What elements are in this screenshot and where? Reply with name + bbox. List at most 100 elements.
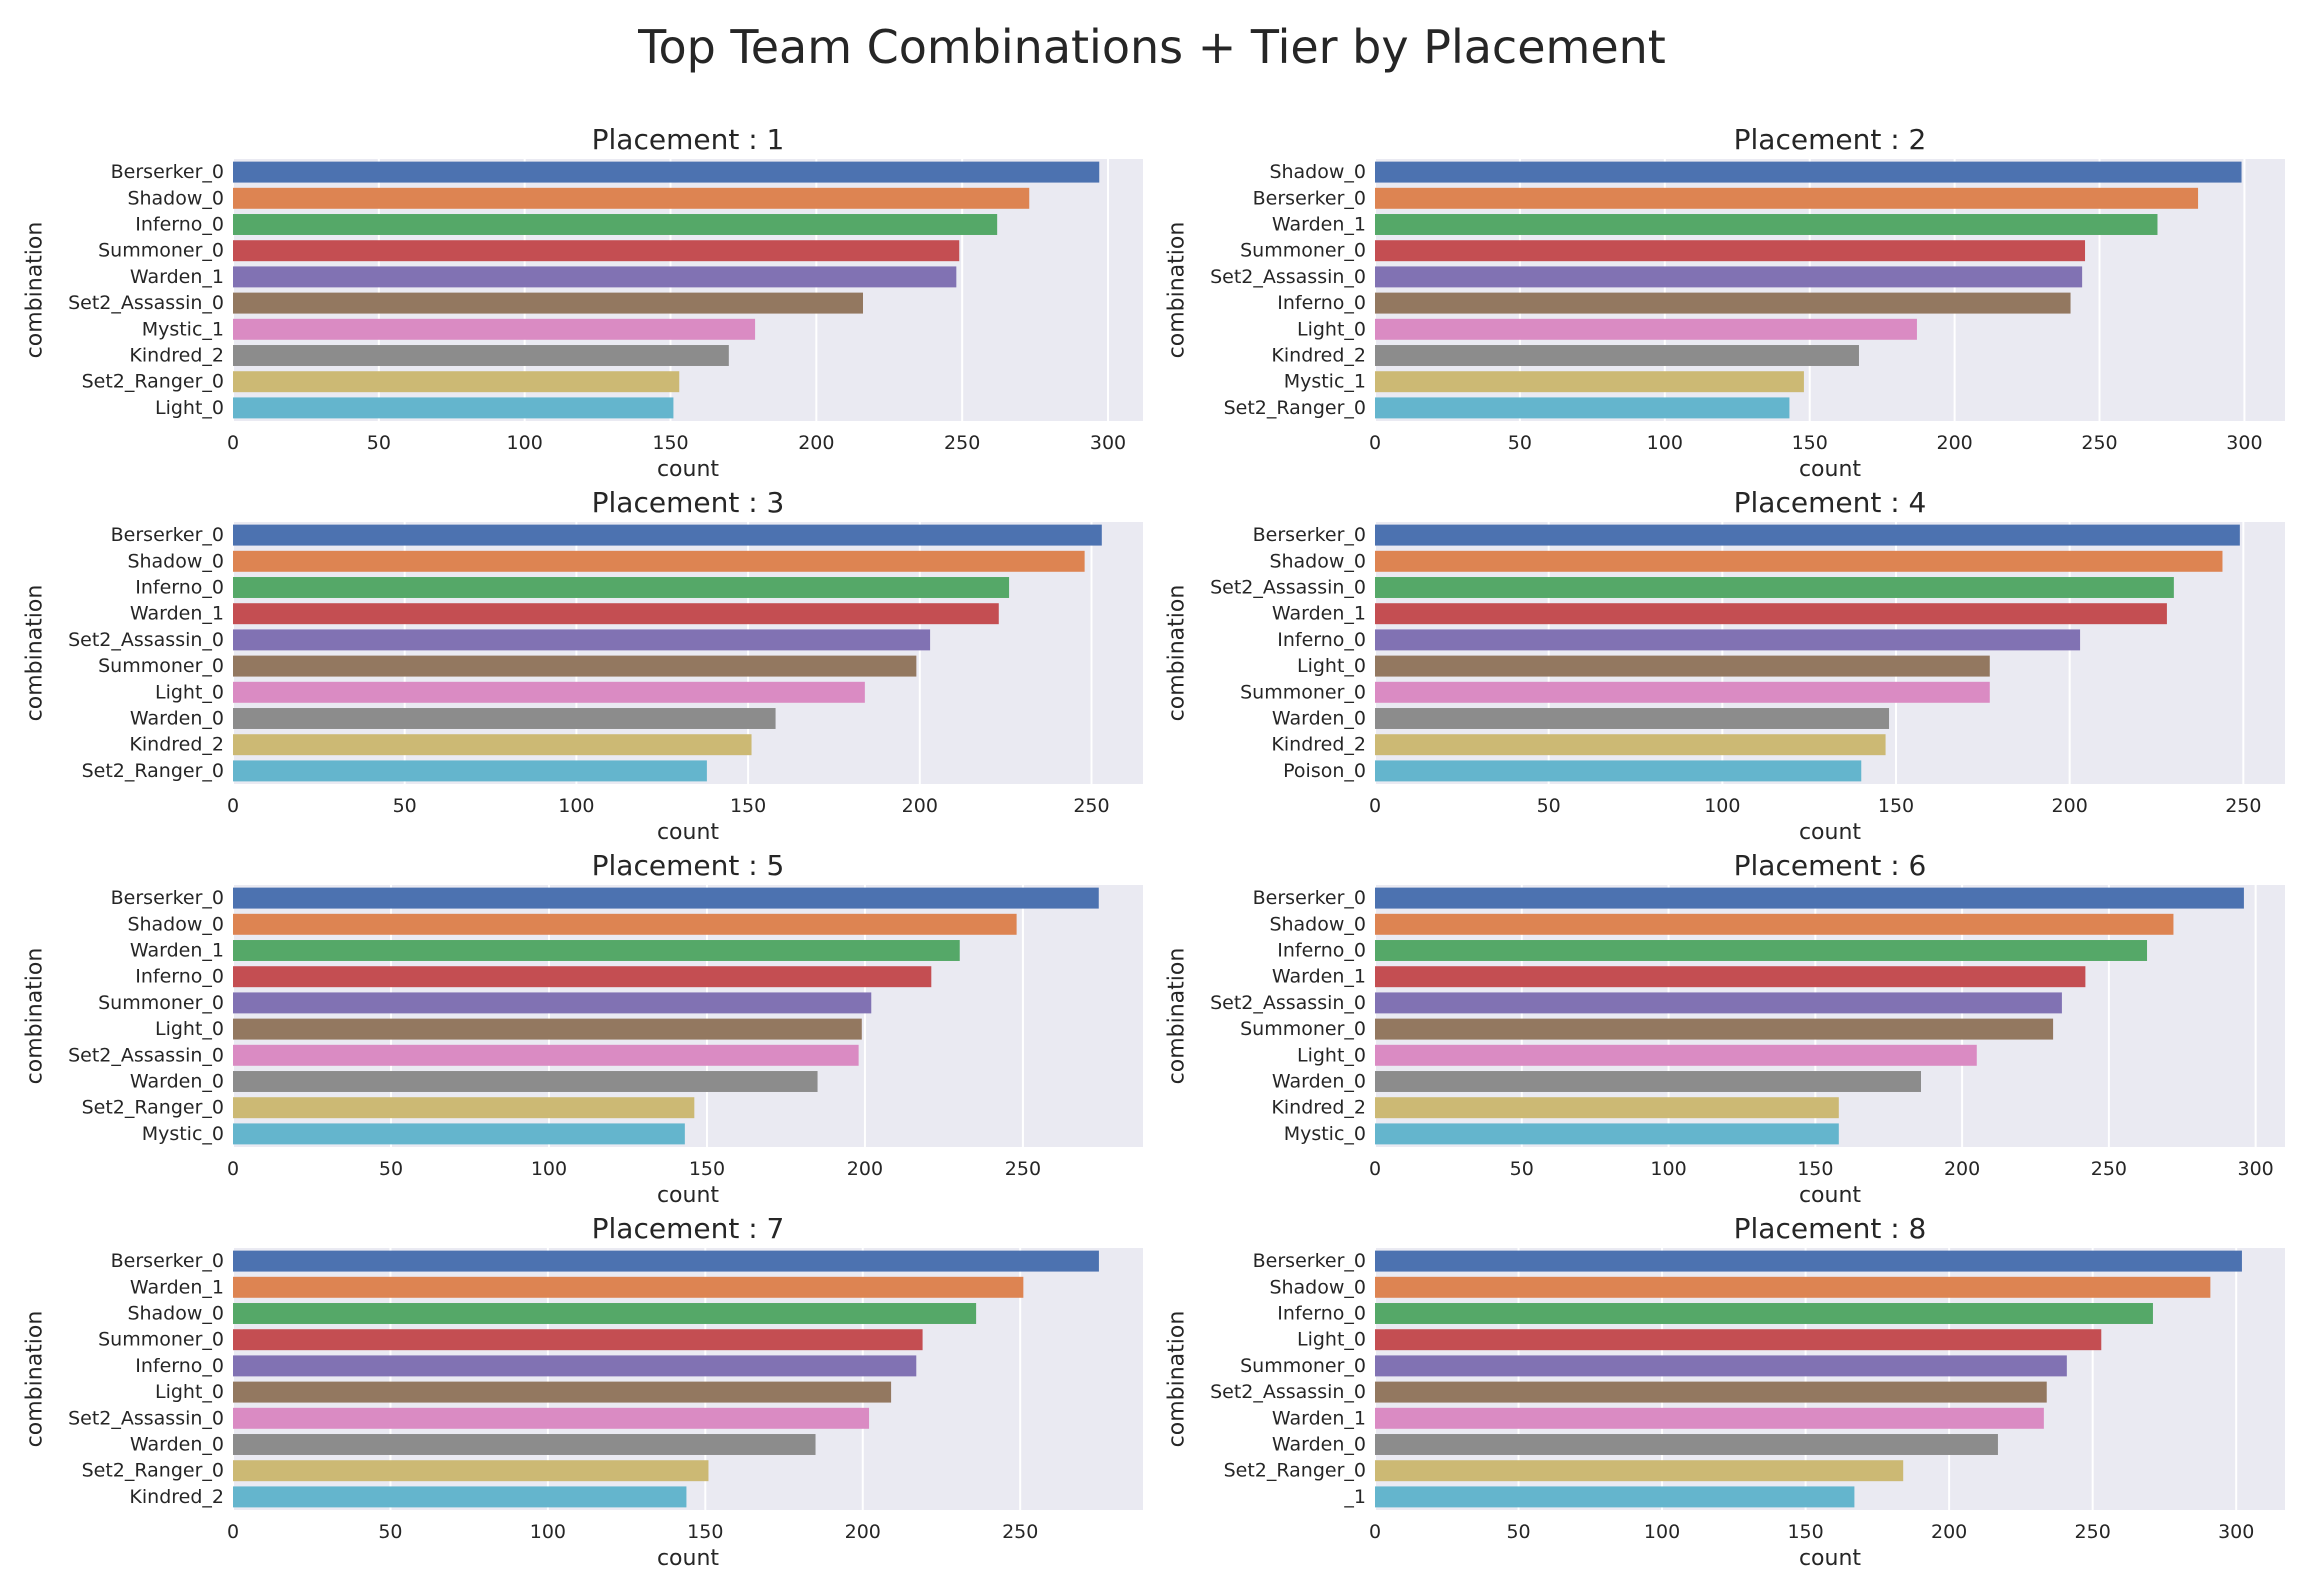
bar [233, 1407, 870, 1429]
bar [1375, 1097, 1839, 1119]
category-label: Inferno_0 [135, 966, 224, 988]
category-label: Warden_0 [130, 1434, 224, 1456]
category-label: Kindred_2 [1271, 345, 1366, 367]
category-label: Set2_Ranger_0 [1224, 397, 1366, 419]
bar [233, 629, 931, 651]
bar [1375, 1381, 2047, 1403]
bar [233, 397, 674, 419]
x-tick-label: 0 [227, 1158, 239, 1180]
x-axis-label: count [1799, 1183, 1861, 1208]
x-tick-label: 50 [393, 795, 417, 817]
subplot-placement-4: Berserker_0 Shadow_0 Set2_Assassin_0 Warden… [1165, 486, 2285, 845]
bar [233, 240, 960, 262]
x-tick-label: 200 [902, 795, 938, 817]
x-tick-label: 250 [944, 432, 980, 454]
subplot-title: Placement : 3 [592, 486, 785, 519]
bar [1375, 1303, 2153, 1324]
category-label: Shadow_0 [127, 1303, 224, 1325]
category-label: Warden_1 [130, 940, 224, 962]
bar [1375, 1123, 1839, 1145]
x-tick-label: 0 [227, 432, 239, 454]
category-label: Berserker_0 [111, 524, 224, 546]
x-tick-label: 300 [2218, 1521, 2254, 1543]
category-label: Shadow_0 [127, 550, 224, 572]
subplot-title: Placement : 4 [1734, 486, 1927, 519]
category-label: Summoner_0 [98, 992, 224, 1014]
bar [233, 161, 1100, 183]
category-label: Berserker_0 [111, 1250, 224, 1272]
category-label: Warden_1 [130, 603, 224, 625]
category-label: Kindred_2 [1271, 734, 1366, 756]
x-tick-label: 200 [845, 1521, 881, 1543]
bar [1375, 940, 2148, 961]
category-label: Set2_Assassin_0 [68, 1044, 224, 1066]
x-tick-label: 0 [1369, 1521, 1381, 1543]
x-tick-label: 250 [2075, 1521, 2111, 1543]
category-label: Mystic_0 [1284, 1123, 1366, 1145]
category-label: Set2_Assassin_0 [1210, 577, 1366, 599]
bar [233, 1329, 923, 1351]
bar [1375, 161, 2242, 183]
bar [233, 187, 1030, 209]
subplot-placement-3: Berserker_0 Shadow_0 Inferno_0 Warden_1 Set2… [23, 486, 1143, 845]
bar [1375, 681, 1990, 703]
bar [233, 1381, 892, 1403]
x-axis-label: count [657, 1183, 719, 1208]
category-label: Shadow_0 [1269, 161, 1366, 183]
x-tick-label: 100 [1704, 795, 1740, 817]
category-label: Summoner_0 [98, 655, 224, 677]
category-label: Mystic_0 [142, 1123, 224, 1145]
y-axis-label: combination [23, 222, 48, 359]
bar [1375, 708, 1890, 729]
category-label: Set2_Ranger_0 [82, 760, 224, 782]
bar [233, 1434, 816, 1455]
x-tick-label: 100 [1644, 1521, 1680, 1543]
bar [233, 292, 863, 314]
category-label: Summoner_0 [1240, 1355, 1366, 1377]
x-tick-label: 200 [798, 432, 834, 454]
category-label: Shadow_0 [127, 913, 224, 935]
x-tick-label: 250 [2081, 432, 2117, 454]
category-label: Warden_1 [130, 266, 224, 288]
x-tick-label: 250 [1002, 1521, 1038, 1543]
subplot-placement-2: Shadow_0 Berserker_0 Warden_1 Summoner_0 Set… [1165, 123, 2285, 482]
x-axis-label: count [657, 457, 719, 482]
x-tick-label: 300 [1090, 432, 1126, 454]
bar [233, 887, 1099, 909]
x-tick-label: 50 [1510, 1158, 1534, 1180]
bar [1375, 992, 2062, 1014]
category-label: Warden_0 [1272, 708, 1366, 730]
category-label: Inferno_0 [1277, 1303, 1366, 1325]
category-label: Set2_Ranger_0 [82, 1460, 224, 1482]
category-label: Poison_0 [1283, 760, 1366, 782]
bar [233, 760, 707, 782]
bar [233, 1303, 977, 1324]
category-label: Warden_1 [1272, 603, 1366, 625]
y-axis-label: combination [1165, 222, 1190, 359]
x-axis-label: count [1799, 820, 1861, 845]
x-tick-label: 50 [367, 432, 391, 454]
subplot-title: Placement : 5 [592, 849, 785, 882]
bar [233, 214, 998, 235]
bar [233, 577, 1010, 598]
category-label: Shadow_0 [127, 187, 224, 209]
category-label: Kindred_2 [1271, 1097, 1366, 1119]
x-axis-label: count [657, 1546, 719, 1571]
bar [233, 681, 865, 703]
category-label: Set2_Ranger_0 [1224, 1460, 1366, 1482]
x-tick-label: 200 [2052, 795, 2088, 817]
x-tick-label: 250 [2091, 1158, 2127, 1180]
bar [233, 966, 932, 988]
bar [233, 371, 680, 393]
category-label: Light_0 [1297, 655, 1366, 677]
x-tick-label: 50 [1537, 795, 1561, 817]
subplot-placement-8: Berserker_0 Shadow_0 Inferno_0 Light_0 Summo… [1165, 1212, 2285, 1571]
x-tick-label: 100 [507, 432, 543, 454]
category-label: Summoner_0 [98, 240, 224, 262]
x-tick-label: 150 [687, 1521, 723, 1543]
x-tick-label: 150 [1792, 432, 1828, 454]
category-label: Inferno_0 [135, 214, 224, 236]
bar [1375, 1018, 2054, 1040]
category-label: Set2_Assassin_0 [68, 629, 224, 651]
